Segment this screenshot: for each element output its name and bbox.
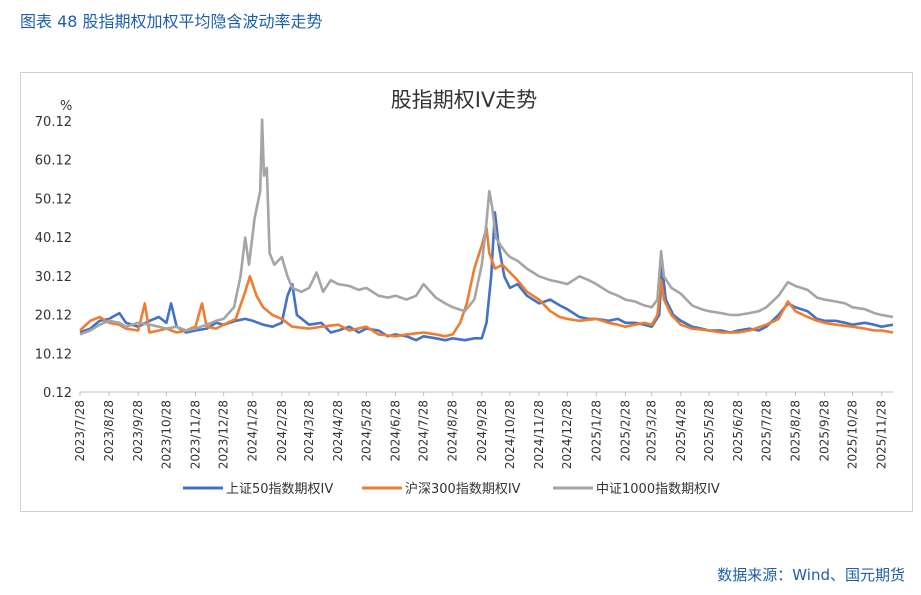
x-tick-label: 2024/3/28 xyxy=(302,400,316,462)
series-group xyxy=(79,118,894,342)
series-line-1 xyxy=(79,211,894,342)
chart-title: 股指期权IV走势 xyxy=(391,88,538,112)
y-axis: 0.12 10.12 20.12 30.12 40.12 50.12 60.12 70.12 xyxy=(35,115,72,401)
y-tick-label: 60.12 xyxy=(35,154,72,169)
series-line-3 xyxy=(79,118,894,336)
x-tick-label: 2025/5/28 xyxy=(702,400,716,462)
legend-label: 中证1000指数期权IV xyxy=(596,481,720,497)
x-tick-label: 2024/9/28 xyxy=(475,400,489,462)
y-tick-label: 0.12 xyxy=(43,386,72,401)
x-tick-label: 2023/8/28 xyxy=(102,400,116,462)
x-tick-label: 2023/7/28 xyxy=(73,400,87,462)
x-tick-label: 2025/9/28 xyxy=(817,400,831,462)
chart-frame xyxy=(20,72,913,512)
x-tick-label: 2024/8/28 xyxy=(446,400,460,462)
y-unit-label: % xyxy=(60,99,72,114)
y-tick-label: 40.12 xyxy=(35,231,72,246)
legend-label: 沪深300指数期权IV xyxy=(405,481,521,497)
x-tick-label: 2024/6/28 xyxy=(388,400,402,462)
y-tick-label: 30.12 xyxy=(35,270,72,285)
y-tick-label: 20.12 xyxy=(35,309,72,324)
x-tick-label: 2025/2/28 xyxy=(618,400,632,462)
x-tick-label: 2025/1/28 xyxy=(589,400,603,462)
x-tick-label: 2023/10/28 xyxy=(159,400,173,469)
x-tick-label: 2025/11/28 xyxy=(875,400,889,469)
y-tick-label: 70.12 xyxy=(35,115,72,130)
x-tick-label: 2025/7/28 xyxy=(759,400,773,462)
y-tick-label: 10.12 xyxy=(35,347,72,362)
x-tick-label: 2024/11/28 xyxy=(532,400,546,469)
x-tick-label: 2023/12/28 xyxy=(217,400,231,469)
x-tick-label: 2025/3/28 xyxy=(645,400,659,462)
x-tick-label: 2025/10/28 xyxy=(846,400,860,469)
x-tick-label: 2024/7/28 xyxy=(417,400,431,462)
legend-label: 上证50指数期权IV xyxy=(226,481,333,497)
figure-title: 图表 48 股指期权加权平均隐含波动率走势 xyxy=(20,12,323,31)
x-tick-label: 2024/4/28 xyxy=(331,400,345,462)
x-tick-label: 2023/11/28 xyxy=(188,400,202,469)
x-tick-label: 2024/2/28 xyxy=(275,400,289,462)
y-tick-label: 50.12 xyxy=(35,192,72,207)
legend: 上证50指数期权IV 沪深300指数期权IV 中证1000指数期权IV xyxy=(183,481,720,497)
x-tick-label: 2024/1/28 xyxy=(246,400,260,462)
x-tick-label: 2025/8/28 xyxy=(788,400,802,462)
x-tick-label: 2024/5/28 xyxy=(359,400,373,462)
x-tick-label: 2024/12/28 xyxy=(560,400,574,469)
source-note: 数据来源：Wind、国元期货 xyxy=(717,566,905,584)
x-tick-label: 2025/6/28 xyxy=(731,400,745,462)
x-axis: 2023/7/28 2023/8/28 2023/9/28 2023/10/28 202… xyxy=(73,391,893,469)
x-tick-label: 2025/4/28 xyxy=(674,400,688,462)
x-tick-label: 2024/10/28 xyxy=(503,400,517,469)
x-tick-label: 2023/9/28 xyxy=(131,400,145,462)
